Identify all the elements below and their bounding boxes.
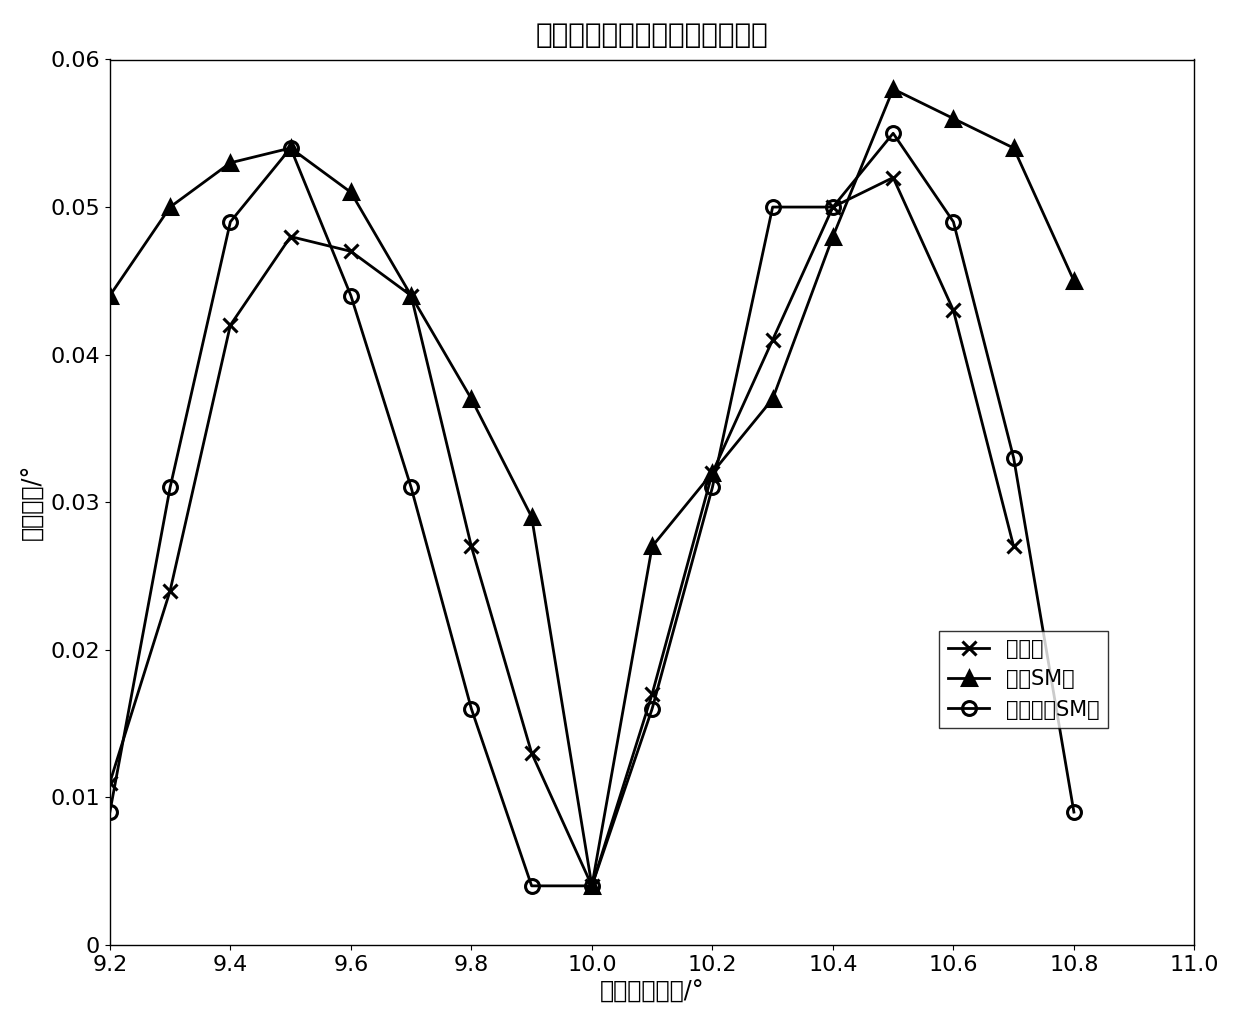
- 常规SM权: [946, 113, 961, 125]
- Line: 常规SM权: 常规SM权: [103, 82, 1081, 893]
- 普通权: [584, 879, 599, 892]
- 普通权: [343, 245, 358, 257]
- 分块并行SM权: [283, 141, 298, 154]
- Line: 分块并行SM权: 分块并行SM权: [103, 126, 1081, 893]
- 分块并行SM权: [404, 482, 419, 494]
- X-axis label: 实际目标方向/°: 实际目标方向/°: [600, 980, 704, 1004]
- 分块并行SM权: [584, 879, 599, 892]
- 分块并行SM权: [162, 482, 177, 494]
- 普通权: [103, 776, 118, 788]
- 分块并行SM权: [343, 289, 358, 301]
- 分块并行SM权: [223, 215, 238, 228]
- 分块并行SM权: [525, 879, 539, 892]
- 常规SM权: [1006, 141, 1021, 154]
- 分块并行SM权: [826, 201, 841, 213]
- 分块并行SM权: [1006, 452, 1021, 464]
- 常规SM权: [826, 231, 841, 243]
- 分块并行SM权: [946, 215, 961, 228]
- 分块并行SM权: [1066, 806, 1081, 818]
- 分块并行SM权: [103, 806, 118, 818]
- 分块并行SM权: [885, 127, 900, 139]
- 分块并行SM权: [706, 482, 720, 494]
- 常规SM权: [343, 187, 358, 199]
- 常规SM权: [885, 83, 900, 95]
- 普通权: [162, 584, 177, 597]
- 常规SM权: [162, 201, 177, 213]
- 分块并行SM权: [765, 201, 780, 213]
- 常规SM权: [223, 157, 238, 169]
- 普通权: [525, 747, 539, 760]
- 常规SM权: [1066, 275, 1081, 287]
- 普通权: [283, 231, 298, 243]
- 分块并行SM权: [464, 702, 479, 714]
- Title: 不同和差跟踪测角方法误差对比: 不同和差跟踪测角方法误差对比: [536, 20, 769, 49]
- 常规SM权: [283, 141, 298, 154]
- 常规SM权: [706, 466, 720, 479]
- 常规SM权: [584, 879, 599, 892]
- 普通权: [404, 289, 419, 301]
- 分块并行SM权: [645, 702, 660, 714]
- 普通权: [765, 334, 780, 346]
- 常规SM权: [525, 510, 539, 523]
- 普通权: [464, 540, 479, 552]
- 普通权: [645, 688, 660, 700]
- 普通权: [885, 171, 900, 183]
- 常规SM权: [765, 393, 780, 405]
- 常规SM权: [645, 540, 660, 552]
- 常规SM权: [103, 289, 118, 301]
- Y-axis label: 测角误差/°: 测角误差/°: [21, 464, 45, 540]
- 常规SM权: [464, 393, 479, 405]
- 普通权: [223, 319, 238, 331]
- 普通权: [946, 304, 961, 317]
- 普通权: [1006, 540, 1021, 552]
- 普通权: [706, 466, 720, 479]
- 常规SM权: [404, 289, 419, 301]
- Legend: 普通权, 常规SM权, 分块并行SM权: 普通权, 常规SM权, 分块并行SM权: [940, 630, 1109, 728]
- 普通权: [826, 201, 841, 213]
- Line: 普通权: 普通权: [103, 170, 1021, 893]
